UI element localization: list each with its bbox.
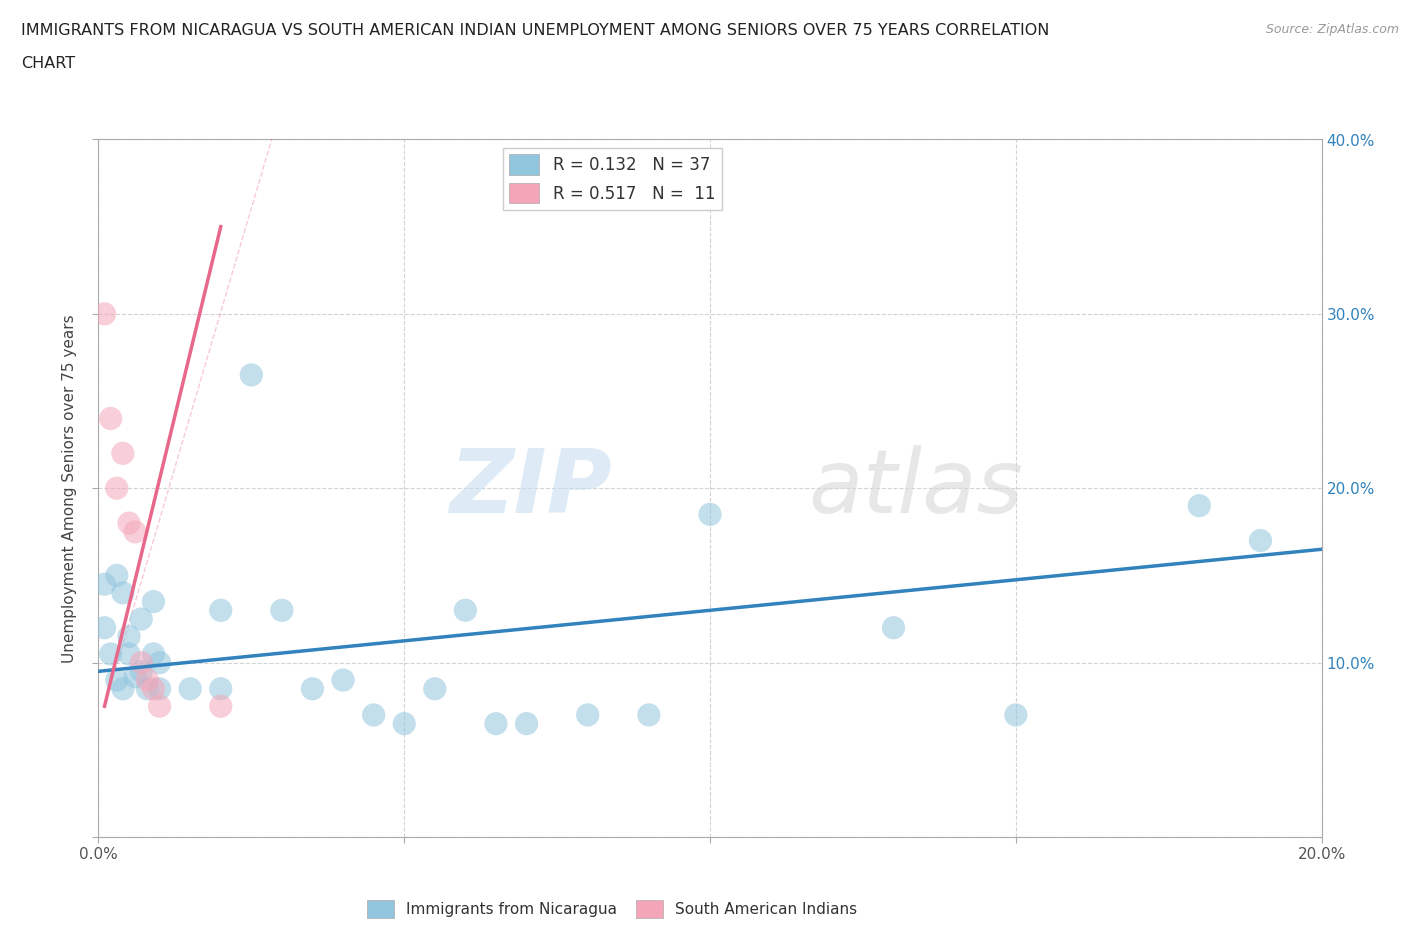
Point (136, 682, 159, 697)
Point (149, 656, 172, 671)
Point (124, 670, 146, 684)
Point (129, 656, 152, 671)
Point (118, 515, 141, 530)
Point (301, 682, 323, 697)
Point (142, 682, 165, 697)
Text: IMMIGRANTS FROM NICARAGUA VS SOUTH AMERICAN INDIAN UNEMPLOYMENT AMONG SENIORS OV: IMMIGRANTS FROM NICARAGUA VS SOUTH AMERI… (21, 23, 1049, 38)
Point (454, 603, 477, 618)
Point (93, 577, 115, 591)
Point (93, 620, 115, 635)
Point (699, 507, 721, 522)
Point (1249, 533, 1271, 548)
Text: atlas: atlas (808, 445, 1022, 531)
Point (1188, 498, 1211, 513)
Text: Source: ZipAtlas.com: Source: ZipAtlas.com (1265, 23, 1399, 36)
Point (332, 672, 354, 687)
Point (1004, 708, 1026, 723)
Point (93, 307, 115, 322)
Point (118, 646, 141, 661)
Point (209, 603, 232, 618)
Point (270, 603, 292, 618)
Point (485, 716, 508, 731)
Point (209, 682, 232, 697)
Point (136, 672, 159, 687)
Point (129, 612, 152, 627)
Point (363, 708, 385, 723)
Point (111, 586, 134, 601)
Point (637, 708, 661, 723)
Point (124, 525, 146, 539)
Point (100, 411, 122, 426)
Point (129, 664, 152, 679)
Point (142, 646, 165, 661)
Point (100, 646, 122, 661)
Point (576, 708, 599, 723)
Y-axis label: Unemployment Among Seniors over 75 years: Unemployment Among Seniors over 75 years (62, 314, 77, 662)
Point (209, 698, 232, 713)
Point (111, 446, 134, 461)
Point (105, 481, 128, 496)
Point (142, 594, 165, 609)
Point (105, 672, 128, 687)
Legend: Immigrants from Nicaragua, South American Indians: Immigrants from Nicaragua, South America… (360, 894, 863, 924)
Point (179, 682, 201, 697)
Point (516, 716, 538, 731)
Point (105, 568, 128, 583)
Point (392, 716, 416, 731)
Point (149, 698, 172, 713)
Point (118, 629, 141, 644)
Point (240, 367, 263, 382)
Point (883, 620, 905, 635)
Point (149, 682, 172, 697)
Text: CHART: CHART (21, 56, 75, 71)
Text: ZIP: ZIP (450, 445, 612, 532)
Point (111, 682, 134, 697)
Point (423, 682, 446, 697)
